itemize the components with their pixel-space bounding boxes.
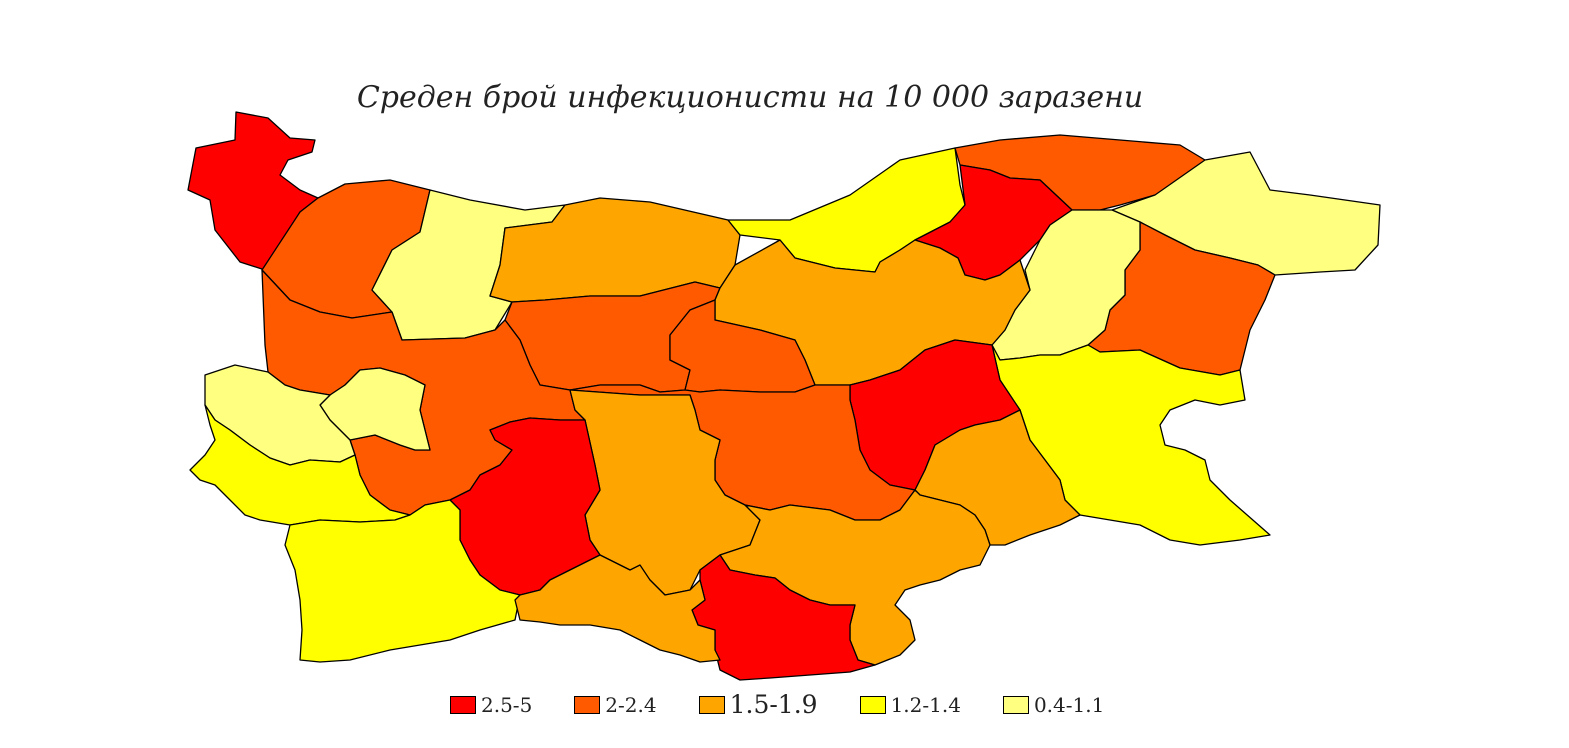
map-title: Среден брой инфекционисти на 10 000 зара… <box>356 80 1144 115</box>
legend-swatch <box>859 695 886 714</box>
legend-label: 2-2.4 <box>605 692 657 717</box>
legend-item: 2.5-5 <box>450 693 532 717</box>
legend-swatch <box>698 695 725 714</box>
legend-label: 2.5-5 <box>481 692 533 717</box>
legend-item: 1.2-1.4 <box>859 692 961 717</box>
legend-item: 1.5-1.9 <box>698 690 818 719</box>
legend-item: 0.4-1.1 <box>1002 692 1105 717</box>
legend-swatch <box>450 695 476 714</box>
legend-label: 1.2-1.4 <box>890 692 961 717</box>
legend-swatch <box>574 695 601 714</box>
legend-label: 0.4-1.1 <box>1033 692 1105 717</box>
legend-swatch <box>1002 695 1029 714</box>
map-legend: 2.5-5 2-2.4 1.5-1.9 1.2-1.4 0.4-1.1 <box>450 690 1104 719</box>
legend-item: 2-2.4 <box>574 692 657 717</box>
region-burgas <box>514 554 721 663</box>
legend-label: 1.5-1.9 <box>729 690 818 719</box>
bulgaria-choropleth-map <box>187 111 1381 681</box>
